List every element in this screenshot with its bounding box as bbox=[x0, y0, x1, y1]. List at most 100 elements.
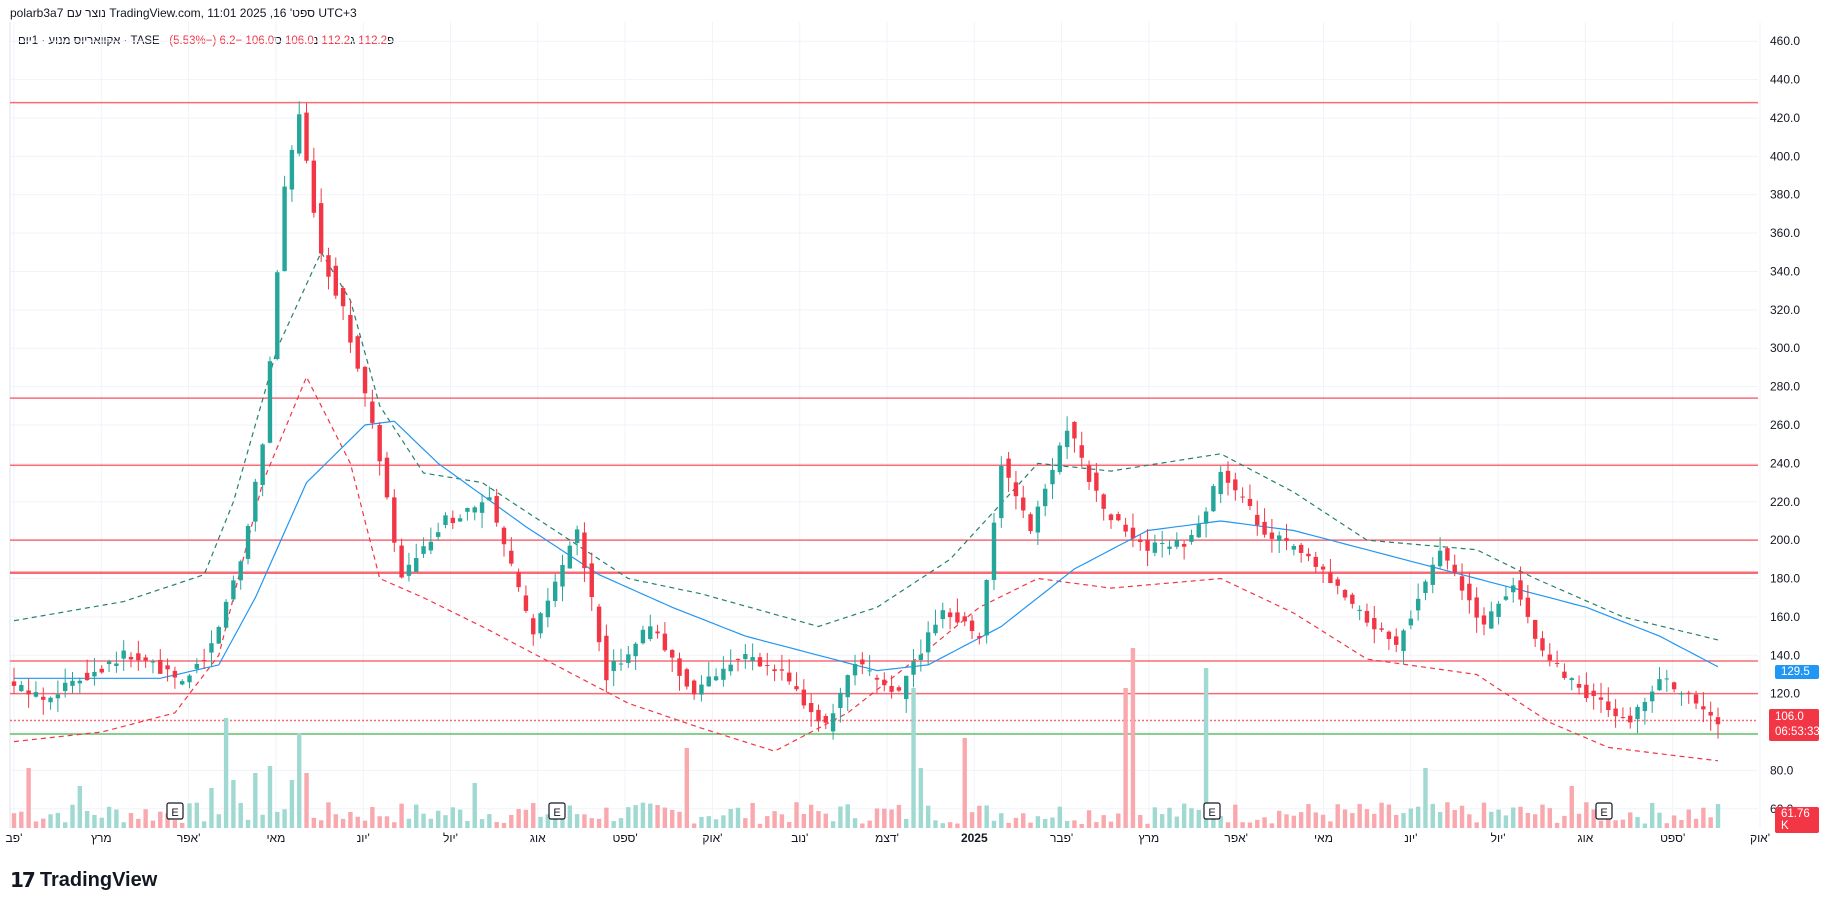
volume-bar bbox=[1189, 808, 1194, 828]
volume-bar bbox=[1240, 822, 1245, 828]
volume-bar bbox=[1430, 803, 1435, 828]
candle-body bbox=[735, 658, 741, 660]
volume-bar bbox=[223, 718, 229, 828]
candle-body bbox=[838, 692, 843, 709]
volume-bar bbox=[1591, 809, 1596, 828]
candle-body bbox=[26, 690, 31, 695]
volume-bar bbox=[765, 816, 770, 828]
volume-bar bbox=[969, 812, 975, 828]
candle-body bbox=[1269, 532, 1275, 539]
candle-body bbox=[845, 675, 850, 698]
volume-bar bbox=[1255, 819, 1260, 828]
candle-body bbox=[106, 661, 112, 665]
volume-bar bbox=[1489, 811, 1494, 828]
volume-bar bbox=[1335, 804, 1340, 828]
candle-body bbox=[999, 465, 1004, 519]
price-tick-label: 360.0 bbox=[1770, 226, 1800, 240]
volume-bar bbox=[947, 822, 953, 828]
volume-bar bbox=[201, 821, 207, 828]
tradingview-logo[interactable]: 𝟭𝟳 TradingView bbox=[10, 868, 157, 892]
candle-body bbox=[1152, 542, 1158, 553]
candle-body bbox=[1181, 543, 1187, 547]
candle-body bbox=[626, 654, 631, 663]
candle-body bbox=[691, 680, 697, 695]
candle-body bbox=[472, 507, 477, 513]
time-axis[interactable]: פב' מרץ אפר' מאי יונ' יול' אוג ספט' אוק' נוב' דצמ'… bbox=[6, 831, 1770, 845]
candle-body bbox=[1189, 535, 1194, 542]
volume-bar bbox=[516, 809, 521, 828]
candle-body bbox=[355, 336, 360, 369]
volume-bar bbox=[1445, 802, 1450, 828]
candle-body bbox=[1174, 540, 1180, 547]
volume-bar bbox=[669, 809, 675, 828]
candle-body bbox=[348, 315, 353, 343]
volume-bar bbox=[282, 809, 287, 828]
candle-body bbox=[662, 633, 668, 651]
candle-body bbox=[318, 203, 324, 254]
candle-body bbox=[238, 561, 243, 581]
time-tick-label: ספט' bbox=[612, 831, 637, 845]
volume-bar bbox=[318, 820, 324, 828]
candle-body bbox=[596, 606, 602, 643]
candle-body bbox=[1050, 469, 1055, 485]
candle-body bbox=[1635, 706, 1640, 720]
candle-body bbox=[823, 716, 828, 723]
candle-body bbox=[1620, 717, 1626, 719]
candle-body bbox=[1664, 678, 1670, 680]
price-axis[interactable]: 60.080.0100.0120.0140.0160.0180.0200.022… bbox=[1762, 22, 1835, 828]
candle-body bbox=[62, 682, 68, 692]
volume-bar bbox=[999, 813, 1004, 828]
candle-body bbox=[70, 680, 75, 686]
volume-bar bbox=[1050, 817, 1055, 828]
volume-bar bbox=[106, 806, 112, 828]
candle-body bbox=[1218, 471, 1223, 495]
volume-bar bbox=[370, 806, 375, 828]
ma-value-tag: 129.5 bbox=[1775, 665, 1819, 679]
candle-body bbox=[523, 595, 529, 611]
candle-body bbox=[1613, 708, 1618, 717]
candle-body bbox=[648, 626, 653, 639]
volume-bar bbox=[1072, 820, 1077, 828]
candle-body bbox=[589, 563, 594, 598]
price-tick-label: 180.0 bbox=[1770, 572, 1800, 586]
candle-body bbox=[362, 366, 368, 394]
volume-bar bbox=[1642, 823, 1648, 828]
volume-bar bbox=[728, 808, 733, 828]
volume-bar bbox=[1474, 822, 1479, 828]
candle-body bbox=[947, 612, 953, 618]
candle-body bbox=[1408, 618, 1414, 626]
volume-bar bbox=[333, 814, 338, 828]
candle-body bbox=[1064, 430, 1070, 448]
candle-body bbox=[1101, 494, 1106, 509]
volume-bar bbox=[1094, 822, 1099, 828]
candle-body bbox=[150, 661, 156, 663]
candle-body bbox=[1145, 539, 1150, 551]
candle-body bbox=[1554, 662, 1560, 664]
time-tick-label: אפר' bbox=[1224, 831, 1248, 845]
candle-body bbox=[757, 657, 763, 667]
candle-body bbox=[1116, 514, 1121, 521]
time-tick-label: פב' bbox=[6, 831, 23, 845]
volume-bar bbox=[62, 822, 68, 828]
candle-body bbox=[1094, 472, 1099, 491]
tradingview-brand: TradingView bbox=[39, 868, 158, 891]
volume-bar bbox=[275, 811, 280, 828]
volume-bar bbox=[1138, 814, 1143, 828]
volume-bar bbox=[1152, 807, 1158, 828]
volume-bar bbox=[245, 819, 251, 828]
candle-body bbox=[816, 709, 821, 722]
volume-bar bbox=[911, 688, 916, 828]
candle-body bbox=[384, 457, 390, 498]
candle-body bbox=[713, 676, 719, 681]
horizontal-levels[interactable] bbox=[10, 101, 1758, 735]
price-tick-label: 140.0 bbox=[1770, 648, 1800, 662]
volume-bar bbox=[1306, 804, 1311, 828]
candle-body bbox=[231, 580, 236, 600]
volume-bar bbox=[1233, 804, 1238, 828]
candle-body bbox=[991, 522, 997, 580]
candle-body bbox=[765, 664, 770, 666]
volume-bar bbox=[1262, 817, 1267, 828]
candle-body bbox=[1437, 550, 1443, 567]
